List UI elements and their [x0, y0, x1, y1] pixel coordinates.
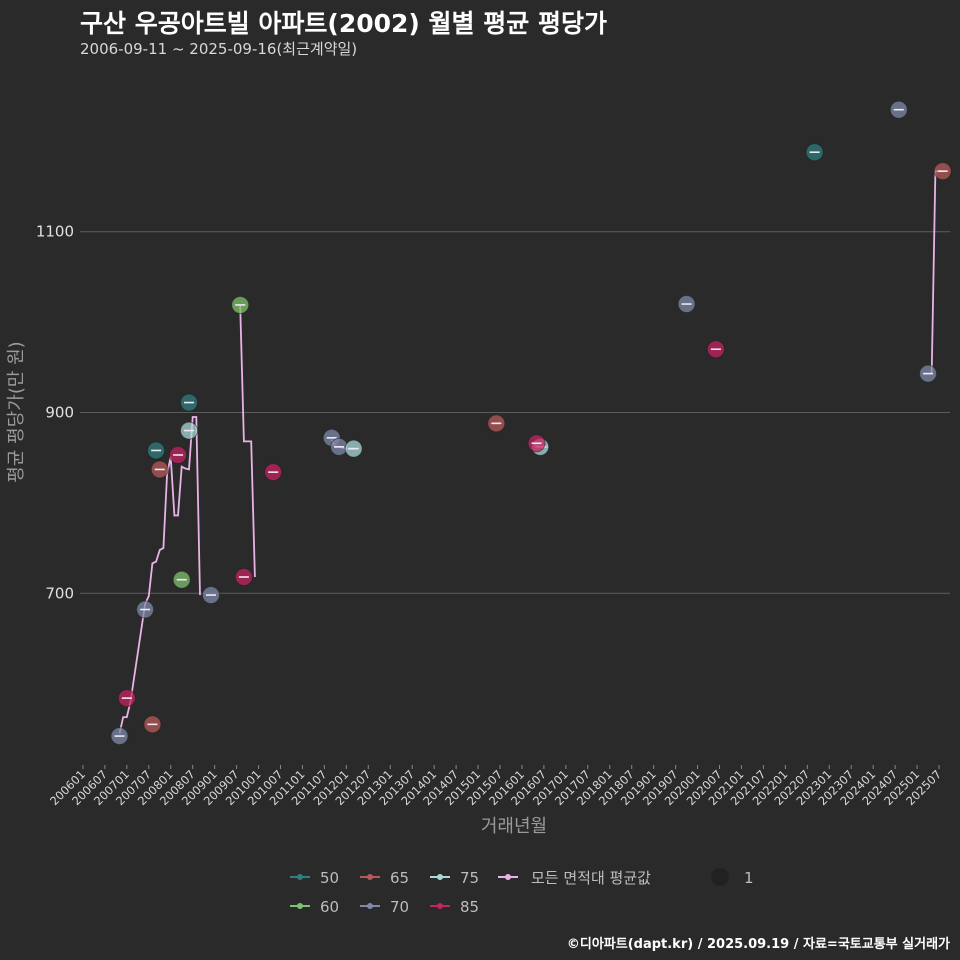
chart-subtitle: 2006-09-11 ~ 2025-09-16(최근계약일) [80, 40, 358, 58]
y-tick-label: 700 [45, 584, 74, 602]
average-line-layer [118, 170, 943, 734]
legend-size-circle [711, 868, 729, 886]
chart-title: 구산 우공아트빌 아파트(2002) 월별 평균 평당가 [80, 9, 607, 38]
legend-label-average: 모든 면적대 평균값 [531, 869, 651, 887]
legend-label-65: 65 [390, 869, 409, 887]
grid-layer [80, 231, 950, 594]
y-tick-label: 900 [45, 404, 74, 422]
y-axis-label: 평균 평당가(만 원) [6, 341, 27, 482]
legend-dot-50 [297, 874, 303, 880]
average-line [239, 305, 256, 578]
y-tick-label: 1100 [36, 223, 74, 241]
legend-dot-60 [297, 903, 303, 909]
y-tick-labels: 700 900 1100 [36, 223, 74, 603]
legend-size-label: 1 [744, 869, 754, 887]
legend-dot-65 [367, 874, 373, 880]
footer-credit: ©디아파트(dapt.kr) / 2025.09.19 / 자료=국토교통부 실… [566, 937, 950, 952]
legend-label-75: 75 [460, 869, 479, 887]
legend-dot-75 [437, 874, 443, 880]
legend-dot-average [505, 874, 511, 880]
legend-label-50: 50 [320, 869, 339, 887]
legend-label-70: 70 [390, 898, 409, 916]
points-layer [110, 100, 952, 746]
legend-label-85: 85 [460, 898, 479, 916]
average-line [118, 416, 201, 734]
x-axis-label: 거래년월 [481, 816, 547, 837]
x-tick-labels: 2006012006072007012007072008012008072009… [47, 765, 944, 808]
legend-label-60: 60 [320, 898, 339, 916]
legend-dot-85 [437, 903, 443, 909]
legend-dot-70 [367, 903, 373, 909]
average-line [924, 170, 943, 375]
legend: 50 65 75 60 70 85 모든 면적대 평균값 1 [290, 868, 754, 916]
